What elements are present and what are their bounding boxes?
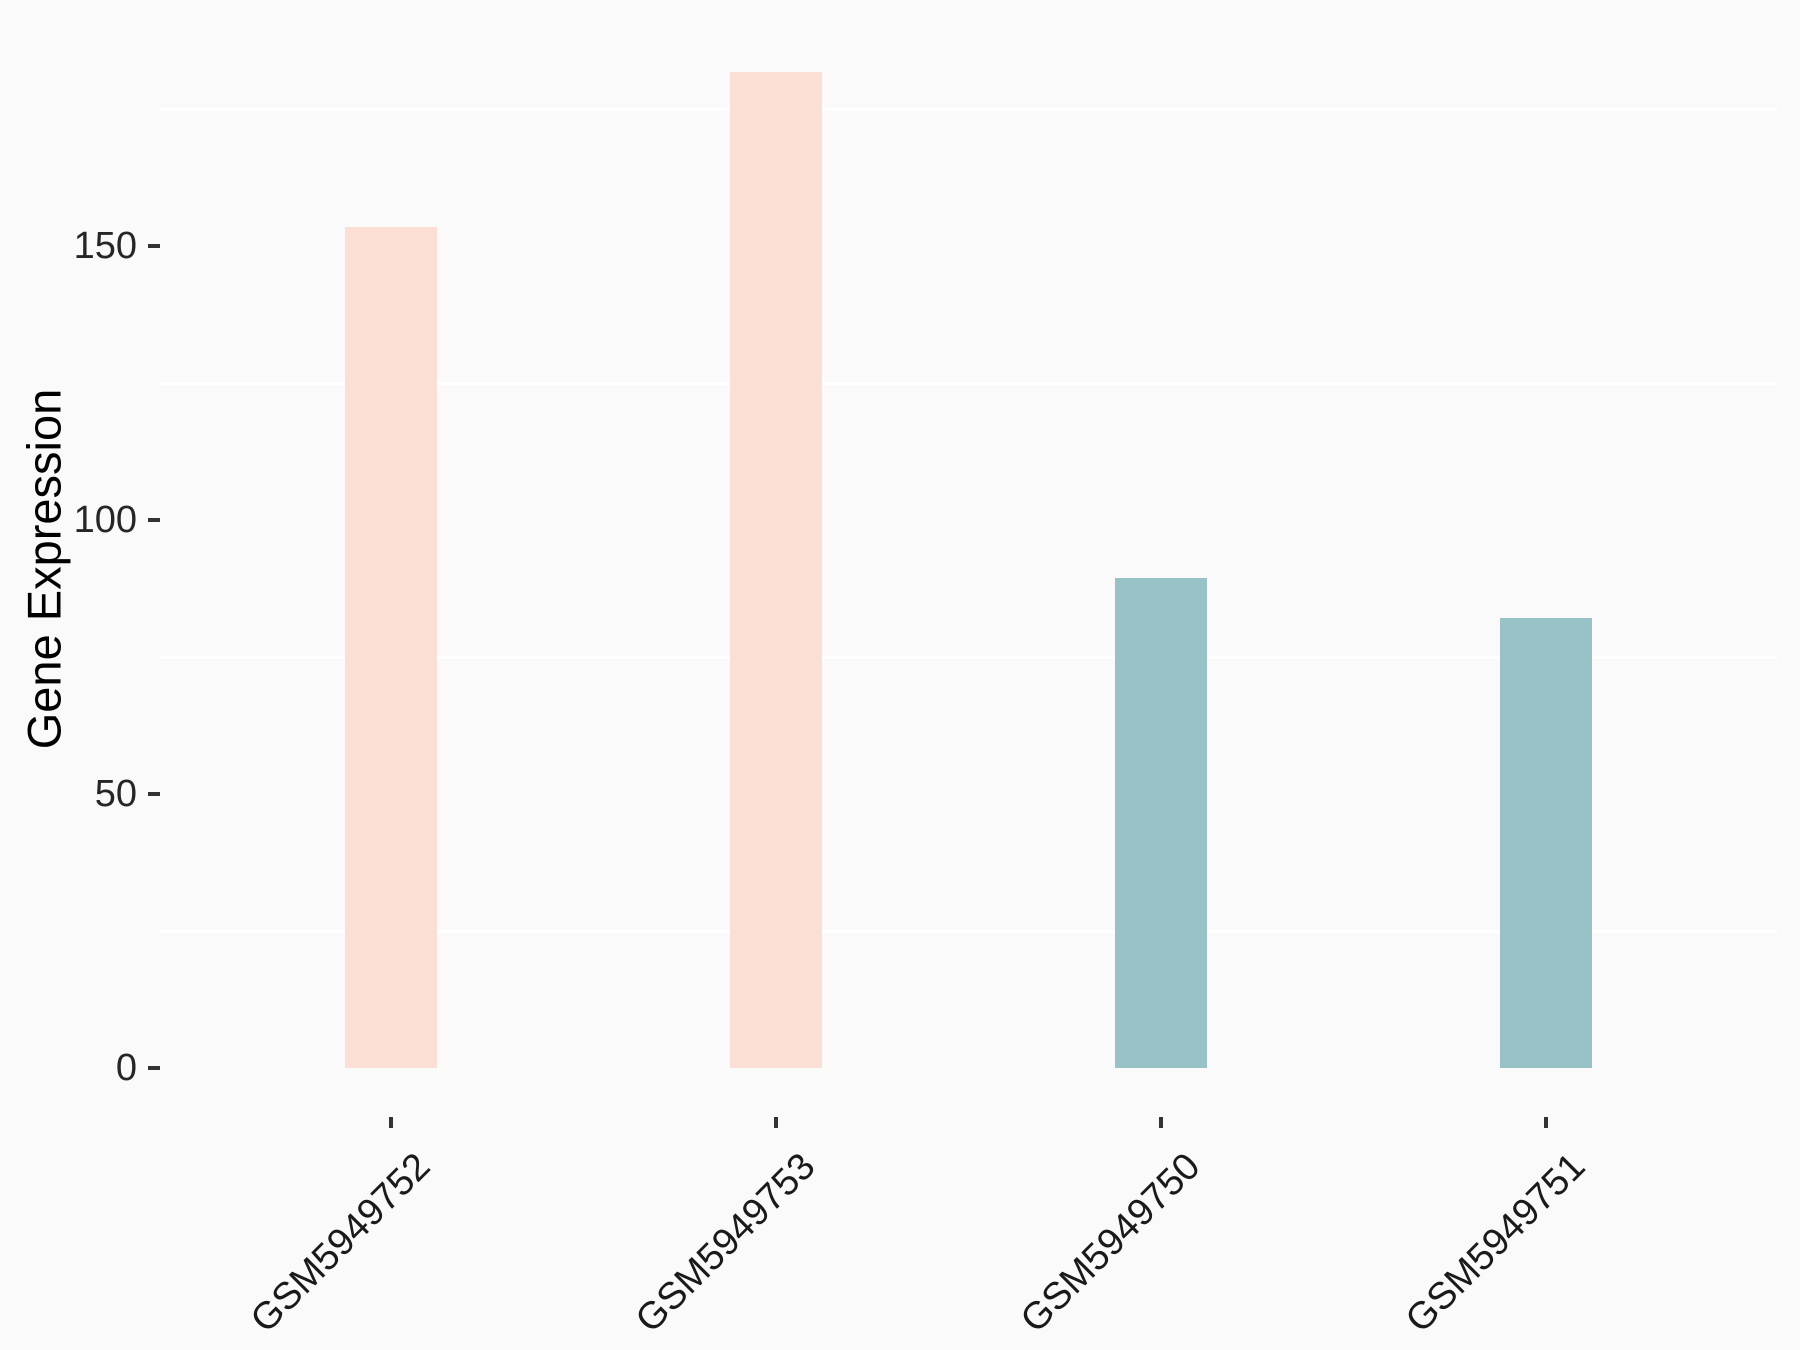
bar-GSM5949750	[1115, 578, 1207, 1068]
bar-GSM5949751	[1500, 618, 1592, 1068]
bar-GSM5949752	[345, 226, 437, 1068]
x-tick-label-GSM5949750: GSM5949750	[1012, 1145, 1208, 1341]
minor-gridline-y-125	[160, 382, 1777, 385]
y-tick-100	[148, 518, 160, 522]
y-tick-label-150: 150	[73, 225, 137, 267]
x-tick-label-GSM5949751: GSM5949751	[1397, 1145, 1593, 1341]
y-tick-0	[148, 1066, 160, 1070]
minor-gridline-y-25	[160, 930, 1777, 933]
y-tick-label-100: 100	[73, 499, 137, 541]
y-axis-title: Gene Expression	[17, 388, 71, 750]
bar-GSM5949753	[730, 71, 822, 1068]
y-tick-label-50: 50	[94, 773, 137, 815]
y-tick-label-0: 0	[115, 1047, 137, 1089]
minor-gridline-y-75	[160, 656, 1777, 659]
x-tick-GSM5949752	[389, 1117, 393, 1128]
x-tick-GSM5949753	[774, 1117, 778, 1128]
x-tick-label-GSM5949752: GSM5949752	[242, 1145, 438, 1341]
x-tick-GSM5949750	[1159, 1117, 1163, 1128]
x-tick-GSM5949751	[1544, 1117, 1548, 1128]
y-tick-50	[148, 792, 160, 796]
x-tick-label-GSM5949753: GSM5949753	[627, 1145, 823, 1341]
y-tick-150	[148, 244, 160, 248]
minor-gridline-y-175	[160, 108, 1777, 111]
